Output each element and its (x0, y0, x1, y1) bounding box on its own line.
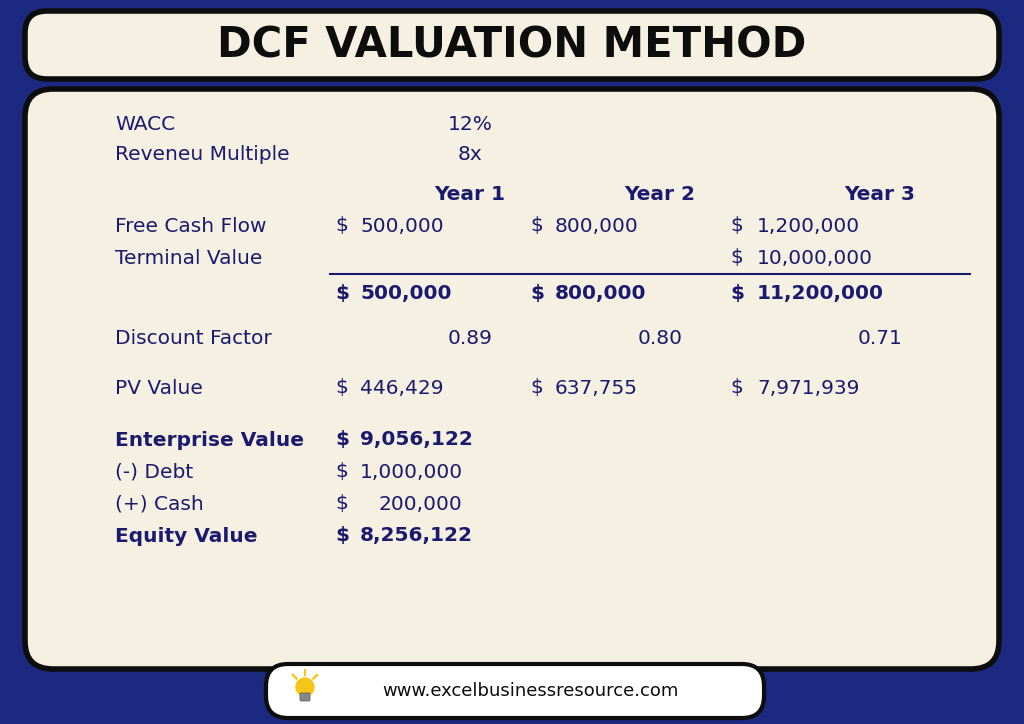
Text: $: $ (335, 463, 348, 481)
Text: PV Value: PV Value (115, 379, 203, 397)
Text: (-) Debt: (-) Debt (115, 463, 194, 481)
Text: Reveneu Multiple: Reveneu Multiple (115, 145, 290, 164)
Text: DCF VALUATION METHOD: DCF VALUATION METHOD (217, 24, 807, 66)
Text: 8,256,122: 8,256,122 (360, 526, 473, 545)
Text: $: $ (530, 216, 543, 235)
Text: $: $ (730, 248, 742, 267)
FancyBboxPatch shape (25, 11, 999, 79)
Text: Equity Value: Equity Value (115, 526, 257, 545)
Text: Year 3: Year 3 (845, 185, 915, 203)
Text: $: $ (335, 494, 348, 513)
Text: (+) Cash: (+) Cash (115, 494, 204, 513)
Text: 500,000: 500,000 (360, 216, 443, 235)
Text: 800,000: 800,000 (555, 285, 646, 303)
Text: Year 1: Year 1 (434, 185, 506, 203)
Text: $: $ (530, 379, 543, 397)
Text: 0.80: 0.80 (638, 329, 683, 348)
Text: WACC: WACC (115, 114, 175, 133)
FancyBboxPatch shape (25, 89, 999, 669)
Text: 1,000,000: 1,000,000 (360, 463, 463, 481)
Text: $: $ (335, 216, 348, 235)
Text: $: $ (335, 379, 348, 397)
Text: 1,200,000: 1,200,000 (757, 216, 860, 235)
FancyBboxPatch shape (266, 664, 764, 718)
Text: $: $ (530, 285, 544, 303)
Text: www.excelbusinessresource.com: www.excelbusinessresource.com (382, 682, 678, 700)
Text: 200,000: 200,000 (378, 494, 462, 513)
Text: 0.89: 0.89 (447, 329, 493, 348)
Text: $: $ (335, 431, 349, 450)
Text: Free Cash Flow: Free Cash Flow (115, 216, 266, 235)
Text: 9,056,122: 9,056,122 (360, 431, 473, 450)
Text: Enterprise Value: Enterprise Value (115, 431, 304, 450)
Text: Terminal Value: Terminal Value (115, 248, 262, 267)
Text: 11,200,000: 11,200,000 (757, 285, 884, 303)
Circle shape (296, 678, 314, 696)
Text: 800,000: 800,000 (555, 216, 639, 235)
Text: Year 2: Year 2 (625, 185, 695, 203)
Text: $: $ (730, 285, 744, 303)
Text: $: $ (730, 216, 742, 235)
Text: $: $ (730, 379, 742, 397)
Text: $: $ (335, 526, 349, 545)
Text: 8x: 8x (458, 145, 482, 164)
Text: 10,000,000: 10,000,000 (757, 248, 873, 267)
Text: 500,000: 500,000 (360, 285, 452, 303)
Text: 7,971,939: 7,971,939 (757, 379, 859, 397)
Text: Discount Factor: Discount Factor (115, 329, 271, 348)
Text: $: $ (335, 285, 349, 303)
Text: 637,755: 637,755 (555, 379, 638, 397)
Text: 446,429: 446,429 (360, 379, 443, 397)
Text: 12%: 12% (447, 114, 493, 133)
FancyBboxPatch shape (300, 693, 310, 701)
Text: 0.71: 0.71 (857, 329, 902, 348)
